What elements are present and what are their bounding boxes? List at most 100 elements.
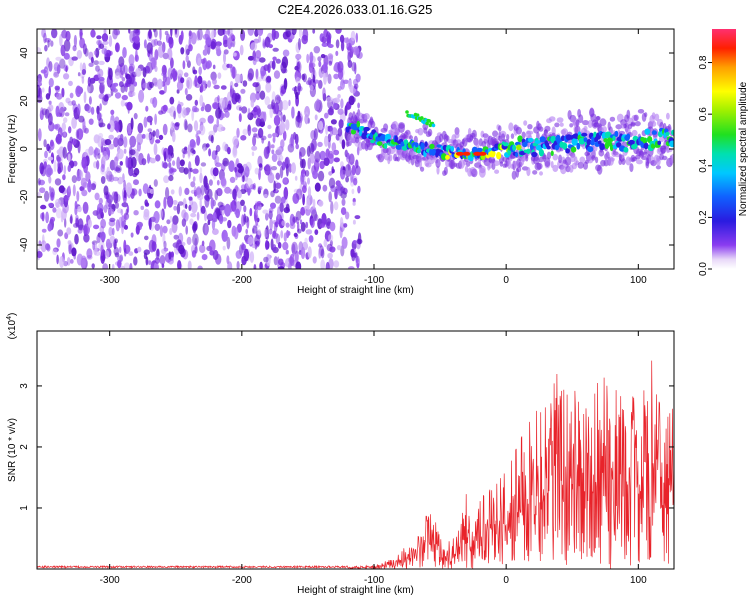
ridge-halo <box>660 147 666 155</box>
noise-speckle <box>321 42 328 47</box>
noise-speckle <box>184 120 188 131</box>
noise-speckle <box>298 38 301 51</box>
snr-x-tick-label: 100 <box>630 575 647 586</box>
noise-speckle <box>162 123 168 136</box>
noise-speckle <box>209 239 216 253</box>
noise-speckle <box>88 96 92 105</box>
noise-speckle <box>234 92 240 103</box>
noise-speckle <box>96 35 102 40</box>
noise-speckle <box>111 191 117 201</box>
noise-speckle <box>93 148 101 156</box>
noise-speckle <box>274 195 282 204</box>
noise-speckle <box>337 94 341 99</box>
noise-speckle <box>330 119 337 125</box>
noise-speckle <box>265 212 269 221</box>
noise-speckle <box>163 151 167 162</box>
upper-branch-mark <box>425 121 429 126</box>
noise-speckle <box>215 41 222 47</box>
noise-speckle <box>280 139 285 149</box>
upper-branch-mark <box>415 113 420 117</box>
noise-speckle <box>304 170 310 177</box>
noise-speckle <box>341 236 348 249</box>
noise-speckle <box>240 88 246 94</box>
ridge-halo <box>666 112 670 120</box>
noise-speckle <box>149 47 153 55</box>
noise-speckle <box>192 176 196 183</box>
noise-speckle <box>115 122 120 133</box>
noise-speckle <box>40 240 47 253</box>
ridge-halo <box>603 159 609 167</box>
ridge-halo <box>637 109 645 114</box>
ridge-core <box>560 135 565 142</box>
ridge-core <box>614 130 619 137</box>
noise-speckle <box>87 219 92 228</box>
ridge-halo <box>556 117 564 123</box>
noise-speckle <box>241 106 248 114</box>
noise-speckle <box>113 29 120 36</box>
noise-speckle <box>260 70 264 80</box>
noise-speckle <box>162 104 168 112</box>
noise-speckle <box>282 130 287 141</box>
noise-speckle <box>96 160 100 170</box>
noise-speckle <box>224 110 230 118</box>
noise-speckle <box>254 167 260 175</box>
ridge-halo <box>552 164 559 172</box>
noise-speckle <box>222 157 229 167</box>
ridge-halo <box>654 113 660 122</box>
noise-speckle <box>108 226 113 237</box>
noise-speckle <box>255 68 259 80</box>
spectrogram-x-label: Height of straight line (km) <box>297 285 414 296</box>
noise-speckle <box>172 200 178 205</box>
noise-speckle <box>333 97 341 104</box>
noise-speckle <box>100 163 105 173</box>
noise-speckle <box>55 56 62 61</box>
noise-speckle <box>295 116 300 128</box>
noise-speckle <box>333 260 340 268</box>
noise-speckle <box>319 150 326 161</box>
ridge-halo <box>465 161 471 167</box>
noise-speckle <box>64 232 69 240</box>
ridge-halo <box>544 125 551 132</box>
noise-speckle <box>171 168 177 173</box>
spectrogram-x-tick-label: -300 <box>100 275 120 286</box>
noise-speckle <box>213 84 220 90</box>
ridge-peak <box>455 151 464 156</box>
ridge-core <box>383 142 388 150</box>
noise-speckle <box>48 146 52 154</box>
noise-speckle <box>162 233 166 245</box>
noise-speckle <box>337 127 343 137</box>
noise-region <box>37 29 363 269</box>
noise-speckle <box>63 52 70 60</box>
ridge-halo <box>629 163 634 173</box>
noise-speckle <box>130 156 137 169</box>
noise-speckle <box>77 205 82 213</box>
noise-speckle <box>217 72 222 79</box>
noise-speckle <box>151 56 157 70</box>
noise-speckle <box>353 240 357 245</box>
noise-speckle <box>322 87 326 99</box>
ridge-halo <box>527 124 533 130</box>
noise-speckle <box>268 228 273 235</box>
noise-speckle <box>252 135 257 147</box>
noise-speckle <box>354 62 357 75</box>
noise-speckle <box>62 174 66 181</box>
noise-speckle <box>273 115 281 126</box>
ridge-core <box>607 137 614 142</box>
noise-speckle <box>50 216 56 223</box>
ridge-halo <box>564 156 572 166</box>
noise-speckle <box>340 161 344 168</box>
noise-speckle <box>185 55 189 63</box>
noise-speckle <box>223 51 226 64</box>
noise-speckle <box>71 56 78 61</box>
noise-speckle <box>81 189 88 197</box>
ridge-halo <box>370 120 376 129</box>
noise-speckle <box>304 111 309 125</box>
noise-speckle <box>37 251 43 258</box>
noise-speckle <box>122 47 127 59</box>
noise-speckle <box>301 73 306 81</box>
ridge-halo <box>493 160 500 166</box>
noise-speckle <box>210 71 217 81</box>
noise-speckle <box>77 218 84 231</box>
noise-speckle <box>202 33 210 40</box>
